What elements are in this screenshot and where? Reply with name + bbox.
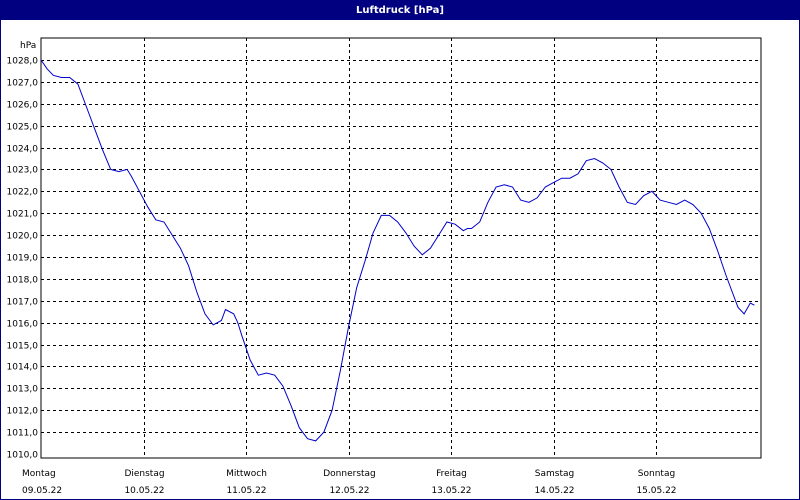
x-tick-day-label: Mittwoch — [226, 469, 267, 479]
y-tick-label: 1014,0 — [7, 363, 39, 373]
x-tick-date-label: 13.05.22 — [431, 486, 471, 496]
y-tick-labels: 1028,0 1027,0 1026,0 1025,0 1024,0 1023,0 1022… — [7, 57, 39, 461]
x-tick-date-label: 09.05.22 — [22, 486, 62, 496]
x-tick-date-label: 15.05.22 — [636, 486, 676, 496]
x-tick-date-label: 14.05.22 — [534, 486, 574, 496]
grid-lines — [41, 38, 761, 458]
y-tick-label: 1018,0 — [7, 276, 39, 286]
y-tick-label: 1013,0 — [7, 385, 39, 395]
y-tick-label: 1025,0 — [7, 123, 39, 133]
x-tick-day-label: Freitag — [436, 469, 467, 479]
x-tick-day-label: Samstag — [535, 469, 574, 479]
y-tick-label: 1015,0 — [7, 342, 39, 352]
x-tick-day-label: Donnerstag — [323, 469, 376, 479]
x-tick-labels: Montag 09.05.22 Dienstag 10.05.22 Mittwoch 11… — [22, 469, 677, 496]
y-tick-label: 1028,0 — [7, 57, 39, 67]
y-tick-label: 1021,0 — [7, 210, 39, 220]
pressure-series-line — [40, 59, 755, 442]
x-tick-day-label: Montag — [22, 469, 56, 479]
x-tick-date-label: 11.05.22 — [226, 486, 266, 496]
y-tick-label: 1011,0 — [7, 429, 39, 439]
plot-area — [40, 37, 762, 459]
x-tick-day-label: Dienstag — [124, 469, 164, 479]
y-tick-label: 1022,0 — [7, 188, 39, 198]
y-tick-label: 1027,0 — [7, 79, 39, 89]
y-axis-label: hPa — [20, 41, 36, 51]
y-tick-label: 1024,0 — [7, 145, 39, 155]
x-tick-date-label: 12.05.22 — [329, 486, 369, 496]
x-tick-day-label: Sonntag — [638, 469, 675, 479]
y-tick-label: 1023,0 — [7, 166, 39, 176]
y-tick-label: 1019,0 — [7, 254, 39, 264]
y-tick-label: 1017,0 — [7, 298, 39, 308]
y-tick-label: 1020,0 — [7, 232, 39, 242]
y-tick-label: 1012,0 — [7, 407, 39, 417]
y-tick-label: 1026,0 — [7, 101, 39, 111]
chart-title: Luftdruck [hPa] — [1, 1, 799, 20]
y-tick-label: 1010,0 — [7, 451, 39, 461]
y-tick-label: 1016,0 — [7, 320, 39, 330]
x-tick-date-label: 10.05.22 — [124, 486, 164, 496]
